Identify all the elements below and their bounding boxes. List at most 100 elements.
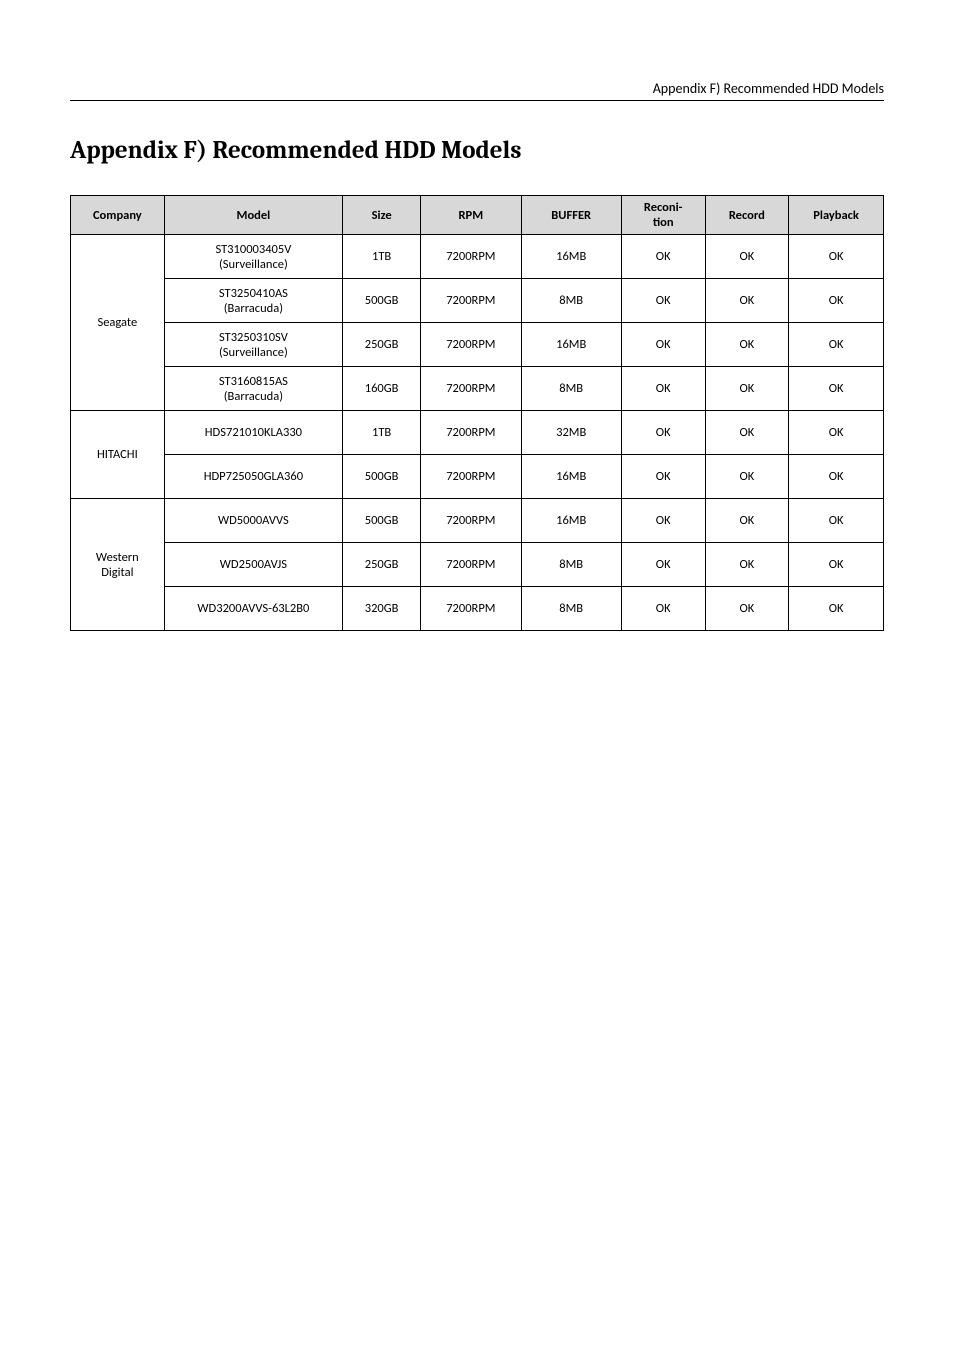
- rpm-cell: 7200RPM: [421, 587, 521, 631]
- playback-cell: OK: [789, 367, 884, 411]
- model-cell: WD3200AVVS-63L2B0: [164, 587, 342, 631]
- rpm-cell: 7200RPM: [421, 411, 521, 455]
- reconi-cell: OK: [621, 411, 705, 455]
- model-line2: (Barracuda): [169, 389, 338, 404]
- rpm-cell: 7200RPM: [421, 235, 521, 279]
- table-row: ST3250410AS (Barracuda) 500GB 7200RPM 8M…: [71, 279, 884, 323]
- rpm-cell: 7200RPM: [421, 543, 521, 587]
- size-cell: 1TB: [343, 411, 421, 455]
- size-cell: 320GB: [343, 587, 421, 631]
- record-cell: OK: [705, 499, 789, 543]
- buffer-cell: 16MB: [521, 499, 621, 543]
- size-cell: 1TB: [343, 235, 421, 279]
- playback-cell: OK: [789, 499, 884, 543]
- col-header-rpm: RPM: [421, 196, 521, 235]
- table-header-row: Company Model Size RPM BUFFER Reconi-tio…: [71, 196, 884, 235]
- company-cell: HITACHI: [71, 411, 165, 499]
- table-row: HDP725050GLA360 500GB 7200RPM 16MB OK OK…: [71, 455, 884, 499]
- table-row: Seagate ST310003405V (Surveillance) 1TB …: [71, 235, 884, 279]
- reconi-l2: tion: [653, 215, 674, 230]
- page: Appendix F) Recommended HDD Models Appen…: [0, 0, 954, 701]
- model-cell: WD2500AVJS: [164, 543, 342, 587]
- reconi-cell: OK: [621, 455, 705, 499]
- model-cell: ST3160815AS (Barracuda): [164, 367, 342, 411]
- buffer-cell: 16MB: [521, 455, 621, 499]
- model-cell: ST3250310SV (Surveillance): [164, 323, 342, 367]
- model-cell: ST310003405V (Surveillance): [164, 235, 342, 279]
- rpm-cell: 7200RPM: [421, 323, 521, 367]
- rpm-cell: 7200RPM: [421, 367, 521, 411]
- reconi-cell: OK: [621, 499, 705, 543]
- reconi-cell: OK: [621, 235, 705, 279]
- record-cell: OK: [705, 279, 789, 323]
- model-cell: WD5000AVVS: [164, 499, 342, 543]
- record-cell: OK: [705, 455, 789, 499]
- playback-cell: OK: [789, 235, 884, 279]
- table-row: ST3160815AS (Barracuda) 160GB 7200RPM 8M…: [71, 367, 884, 411]
- record-cell: OK: [705, 367, 789, 411]
- company-cell: Seagate: [71, 235, 165, 411]
- model-line2: (Surveillance): [169, 257, 338, 272]
- reconi-cell: OK: [621, 367, 705, 411]
- company-l1: Western: [96, 550, 139, 565]
- col-header-company: Company: [71, 196, 165, 235]
- buffer-cell: 8MB: [521, 543, 621, 587]
- col-header-model: Model: [164, 196, 342, 235]
- size-cell: 160GB: [343, 367, 421, 411]
- model-cell: ST3250410AS (Barracuda): [164, 279, 342, 323]
- rpm-cell: 7200RPM: [421, 499, 521, 543]
- playback-cell: OK: [789, 411, 884, 455]
- table-row: ST3250310SV (Surveillance) 250GB 7200RPM…: [71, 323, 884, 367]
- playback-cell: OK: [789, 455, 884, 499]
- buffer-cell: 8MB: [521, 587, 621, 631]
- model-line2: (Surveillance): [169, 345, 338, 360]
- model-line2: (Barracuda): [169, 301, 338, 316]
- table-row: WD2500AVJS 250GB 7200RPM 8MB OK OK OK: [71, 543, 884, 587]
- size-cell: 500GB: [343, 279, 421, 323]
- record-cell: OK: [705, 411, 789, 455]
- size-cell: 250GB: [343, 323, 421, 367]
- company-l2: Digital: [101, 565, 133, 580]
- playback-cell: OK: [789, 543, 884, 587]
- buffer-cell: 16MB: [521, 235, 621, 279]
- table-row: Western Digital WD5000AVVS 500GB 7200RPM…: [71, 499, 884, 543]
- record-cell: OK: [705, 235, 789, 279]
- company-cell: Western Digital: [71, 499, 165, 631]
- col-header-size: Size: [343, 196, 421, 235]
- model-line1: ST3250410AS: [169, 286, 338, 301]
- table-row: HITACHI HDS721010KLA330 1TB 7200RPM 32MB…: [71, 411, 884, 455]
- buffer-cell: 8MB: [521, 279, 621, 323]
- reconi-l1: Reconi-: [644, 200, 683, 215]
- record-cell: OK: [705, 323, 789, 367]
- model-line1: ST3160815AS: [169, 374, 338, 389]
- rpm-cell: 7200RPM: [421, 279, 521, 323]
- model-cell: HDP725050GLA360: [164, 455, 342, 499]
- reconi-cell: OK: [621, 279, 705, 323]
- buffer-cell: 8MB: [521, 367, 621, 411]
- col-header-reconi: Reconi-tion: [621, 196, 705, 235]
- reconi-cell: OK: [621, 543, 705, 587]
- size-cell: 250GB: [343, 543, 421, 587]
- page-title: Appendix F) Recommended HDD Models: [70, 136, 884, 165]
- table-row: WD3200AVVS-63L2B0 320GB 7200RPM 8MB OK O…: [71, 587, 884, 631]
- reconi-cell: OK: [621, 323, 705, 367]
- buffer-cell: 16MB: [521, 323, 621, 367]
- reconi-cell: OK: [621, 587, 705, 631]
- rpm-cell: 7200RPM: [421, 455, 521, 499]
- size-cell: 500GB: [343, 499, 421, 543]
- col-header-buffer: BUFFER: [521, 196, 621, 235]
- playback-cell: OK: [789, 323, 884, 367]
- buffer-cell: 32MB: [521, 411, 621, 455]
- running-title: Appendix F) Recommended HDD Models: [653, 80, 884, 97]
- col-header-playback: Playback: [789, 196, 884, 235]
- table-body: Seagate ST310003405V (Surveillance) 1TB …: [71, 235, 884, 631]
- model-line1: ST310003405V: [169, 242, 338, 257]
- model-cell: HDS721010KLA330: [164, 411, 342, 455]
- running-header: Appendix F) Recommended HDD Models: [70, 80, 884, 101]
- playback-cell: OK: [789, 279, 884, 323]
- playback-cell: OK: [789, 587, 884, 631]
- col-header-record: Record: [705, 196, 789, 235]
- model-line1: ST3250310SV: [169, 330, 338, 345]
- size-cell: 500GB: [343, 455, 421, 499]
- record-cell: OK: [705, 587, 789, 631]
